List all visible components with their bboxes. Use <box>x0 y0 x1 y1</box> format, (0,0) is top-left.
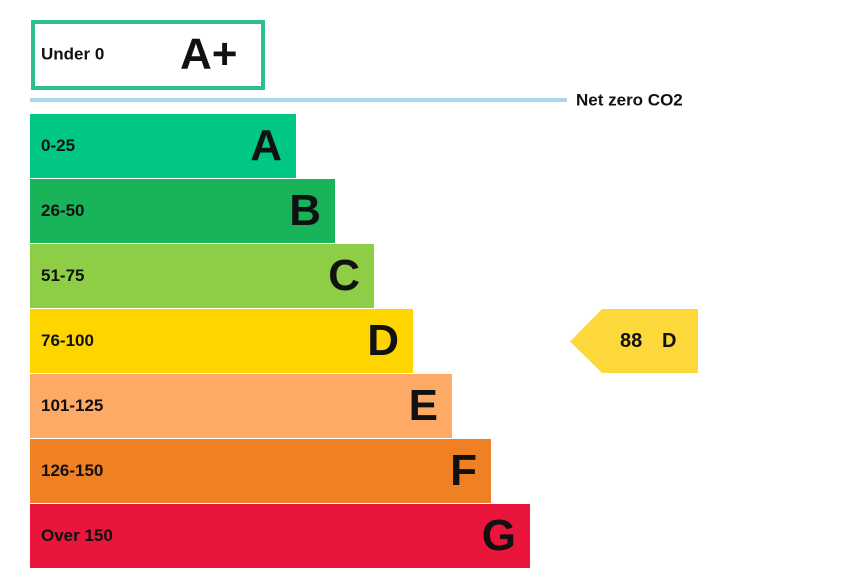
band-range: 0-25 <box>41 136 75 155</box>
band-range: Over 150 <box>41 526 113 545</box>
band-range: 101-125 <box>41 396 103 415</box>
top-band-range: Under 0 <box>41 44 104 63</box>
band-bar <box>30 179 335 243</box>
net-zero-label: Net zero CO2 <box>576 90 683 109</box>
top-band-box <box>31 20 265 90</box>
band-letter: G <box>482 511 516 560</box>
band-bar <box>30 504 530 568</box>
band-letter: D <box>367 316 399 365</box>
current-score: 88 <box>620 330 642 352</box>
band-range: 76-100 <box>41 331 94 350</box>
current-letter: D <box>662 330 676 352</box>
band-bar <box>30 309 413 373</box>
band-bar <box>30 374 452 438</box>
band-letter: E <box>409 381 438 430</box>
band-range: 51-75 <box>41 266 84 285</box>
band-letter: F <box>450 446 477 495</box>
band-letter: B <box>289 186 321 235</box>
current-rating-arrow <box>570 309 698 373</box>
band-letter: C <box>328 251 360 300</box>
band-bar <box>30 114 296 178</box>
band-bar <box>30 439 491 503</box>
top-band-letter: A+ <box>180 30 237 79</box>
band-bar <box>30 244 374 308</box>
band-range: 126-150 <box>41 461 103 480</box>
band-letter: A <box>250 121 282 170</box>
band-range: 26-50 <box>41 201 84 220</box>
